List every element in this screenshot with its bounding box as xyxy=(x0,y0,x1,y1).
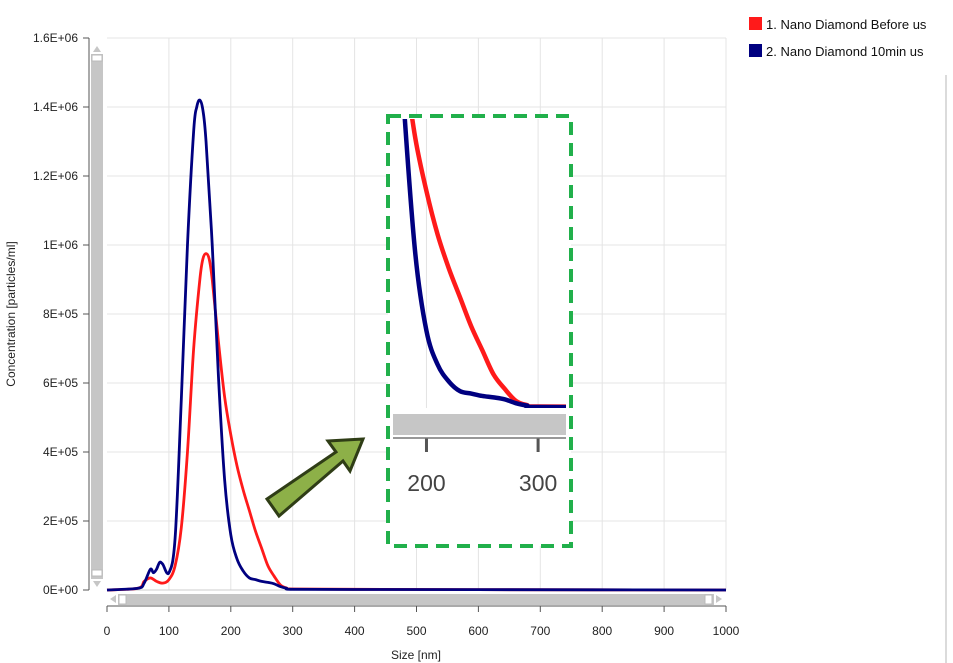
scroll-handle-left[interactable] xyxy=(118,594,127,605)
main-series-group xyxy=(106,98,727,592)
horizontal-scrollbar[interactable] xyxy=(110,594,722,605)
scroll-down-arrow-icon[interactable] xyxy=(93,581,101,587)
y-tick-label: 1.2E+06 xyxy=(33,169,78,183)
y-tick-label: 4E+05 xyxy=(43,445,78,459)
inset-zoom-panel: 200 300 xyxy=(386,114,573,548)
inset-series-group xyxy=(402,119,566,408)
vertical-scrollbar[interactable] xyxy=(91,46,103,587)
x-tick-label: 200 xyxy=(221,624,241,638)
y-tick-label: 8E+05 xyxy=(43,307,78,321)
y-tick-label: 1.6E+06 xyxy=(33,31,78,45)
x-tick-label: 400 xyxy=(345,624,365,638)
inset-series-line-1 xyxy=(409,119,566,408)
scroll-handle-right[interactable] xyxy=(704,594,713,605)
y-tick-label: 0E+00 xyxy=(43,583,78,597)
x-tick-label: 300 xyxy=(283,624,303,638)
scroll-right-arrow-icon[interactable] xyxy=(716,595,722,603)
inset-grid xyxy=(425,119,539,408)
x-tick-label: 0 xyxy=(104,624,111,638)
inset-ticks: 200 300 xyxy=(393,437,566,496)
series-line-2 xyxy=(106,98,727,592)
y-tick-label: 2E+05 xyxy=(43,514,78,528)
inset-tick-label: 300 xyxy=(519,470,557,496)
y-axis-title: Concentration [particles/ml] xyxy=(4,241,18,386)
x-tick-label: 1000 xyxy=(713,624,740,638)
x-tick-label: 800 xyxy=(592,624,612,638)
scroll-handle-bottom[interactable] xyxy=(91,569,103,577)
x-tick-label: 900 xyxy=(654,624,674,638)
legend-swatch-1 xyxy=(749,17,762,30)
legend-label-2: 2. Nano Diamond 10min us xyxy=(766,44,924,59)
legend: 1. Nano Diamond Before us 2. Nano Diamon… xyxy=(749,17,927,59)
legend-swatch-2 xyxy=(749,44,762,57)
scroll-up-arrow-icon[interactable] xyxy=(93,46,101,52)
inset-dashed-border xyxy=(386,114,573,548)
y-tick-label: 6E+05 xyxy=(43,376,78,390)
x-tick-label: 100 xyxy=(159,624,179,638)
scroll-handle-top[interactable] xyxy=(91,54,103,62)
zoom-pointer-arrow-icon xyxy=(264,437,366,519)
scroll-left-arrow-icon[interactable] xyxy=(110,595,116,603)
y-tick-label: 1E+06 xyxy=(43,238,78,252)
inset-scrollbar xyxy=(393,414,566,435)
inset-tick-label: 200 xyxy=(407,470,445,496)
legend-label-1: 1. Nano Diamond Before us xyxy=(766,17,927,32)
x-tick-label: 500 xyxy=(406,624,426,638)
x-tick-label: 600 xyxy=(468,624,488,638)
y-tick-label: 1.4E+06 xyxy=(33,100,78,114)
x-axis-title: Size [nm] xyxy=(391,648,441,662)
x-tick-label: 700 xyxy=(530,624,550,638)
axes: 0 100 200 300 400 500 600 700 800 900 1000 0E+00 2E+… xyxy=(33,31,740,638)
inset-series-line-2 xyxy=(402,119,566,408)
